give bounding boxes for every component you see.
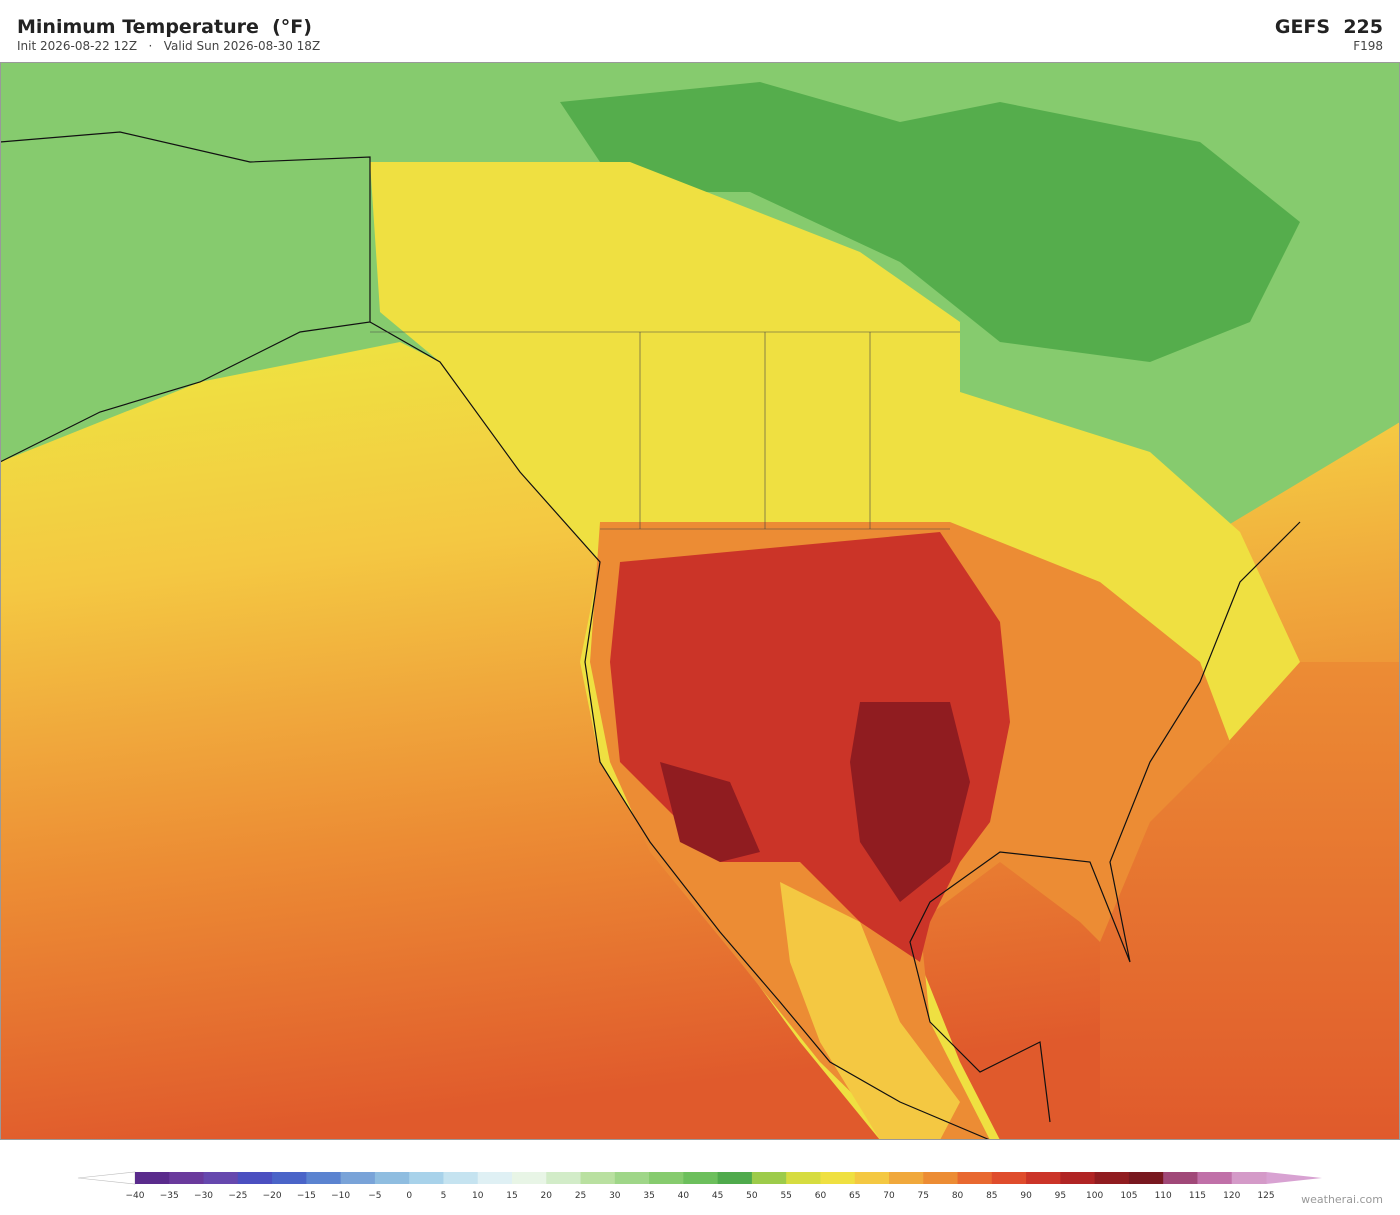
colorbar-tick-label: 115 [1189,1191,1206,1201]
colorbar-tick-label: 0 [406,1191,412,1201]
colorbar-tick-label: −30 [194,1191,213,1201]
colorbar-segment [786,1172,821,1184]
colorbar-tick-label: 15 [506,1191,517,1201]
colorbar-tick-label: 35 [643,1191,654,1201]
colorbar-tick-label: 5 [441,1191,447,1201]
colorbar-tick-label: 30 [609,1191,621,1201]
colorbar-segment [135,1172,170,1184]
colorbar-segment [512,1172,547,1184]
colorbar-segment [820,1172,856,1184]
colorbar-segment [340,1172,376,1184]
borders [370,331,960,530]
colorbar-segment [272,1172,307,1184]
colorbar-under [77,1171,136,1185]
colorbar-tick-label: 95 [1055,1191,1066,1201]
colorbar-tick-label: −10 [331,1191,350,1201]
colorbar-tick-label: −5 [368,1191,381,1201]
colorbar-tick-label: 65 [849,1191,860,1201]
colorbar-segment [854,1172,890,1184]
colorbar-tick-label: 25 [575,1191,586,1201]
colorbar-tick-label: 70 [883,1191,895,1201]
colorbar-tick-label: −25 [228,1191,247,1201]
colorbar-tick-label: 120 [1223,1191,1240,1201]
colorbar-segment [1094,1172,1130,1184]
colorbar-tick-label: 50 [746,1191,758,1201]
colorbar-segment [1060,1172,1096,1184]
arctic-islands [560,82,1300,362]
colorbar-segment [649,1172,684,1184]
colorbar-tick-label: 110 [1155,1191,1172,1201]
colorbar-tick-label: 10 [472,1191,484,1201]
colorbar-segment [1197,1172,1233,1184]
colorbar-tick-label: −35 [160,1191,179,1201]
colorbar-tick-label: 100 [1086,1191,1103,1201]
colorbar-segment [957,1172,993,1184]
colorbar-tick-label: 105 [1120,1191,1137,1201]
colorbar-tick-label: −15 [297,1191,316,1201]
colorbar-segment [306,1172,342,1184]
temperature-map [0,62,1400,1140]
colorbar-tick-label: 55 [780,1191,791,1201]
colorbar-segment [751,1172,787,1184]
texas-max [850,702,970,902]
colorbar-segment [991,1172,1027,1184]
colorbar-tick-label: 75 [918,1191,929,1201]
colorbar-tick-label: 90 [1020,1191,1032,1201]
colorbar-tick-label: 125 [1257,1191,1274,1201]
map-title: Minimum Temperature (°F) [17,16,312,38]
atlantic-coast [909,521,1301,1123]
colorbar-segment [889,1172,924,1184]
colorbar-segment [923,1172,959,1184]
colorbar-segment [717,1172,753,1184]
colorbar-tick-label: 45 [712,1191,723,1201]
model-label: GEFS 225 [1274,16,1383,38]
colorbar-tick-label: −20 [263,1191,282,1201]
credit: weatherai.com [1301,1193,1383,1206]
colorbar-segment [203,1172,239,1184]
colorbar-tick-label: −40 [126,1191,145,1201]
colorbar-segment [169,1172,205,1184]
forecast-hour: F198 [1353,39,1383,53]
colorbar-segment [1128,1172,1164,1184]
mexico-highlands [780,882,960,1140]
colorbar-segment [374,1172,410,1184]
colorbar-tick-label: 20 [541,1191,553,1201]
colorbar-tick-label: 60 [815,1191,827,1201]
desert-max [660,762,760,862]
colorbar-segment [237,1172,273,1184]
map-subtitle: Init 2026-08-22 12Z · Valid Sun 2026-08-… [17,39,321,53]
colorbar-tick-label: 85 [986,1191,997,1201]
colorbar-segment [1163,1172,1198,1184]
pacific-coast [369,321,991,1140]
colorbar-tick-label: 80 [952,1191,964,1201]
colorbar-segment [614,1172,650,1184]
colorbar-tick-label: 40 [678,1191,690,1201]
colorbar-segment [443,1172,479,1184]
colorbar-segment [477,1172,513,1184]
colorbar-segment [580,1172,616,1184]
colorbar-over [1266,1172,1322,1184]
colorbar-segment [546,1172,582,1184]
colorbar-segment [683,1172,719,1184]
colorbar-segment [409,1172,444,1184]
colorbar: −40 −35 −30 −25 −20 −15 −10 −5 0 5 10 15 20 25 30 35 40 4… [77,1171,1322,1201]
colorbar-segment [1026,1172,1061,1184]
colorbar-segment [1231,1172,1267,1184]
